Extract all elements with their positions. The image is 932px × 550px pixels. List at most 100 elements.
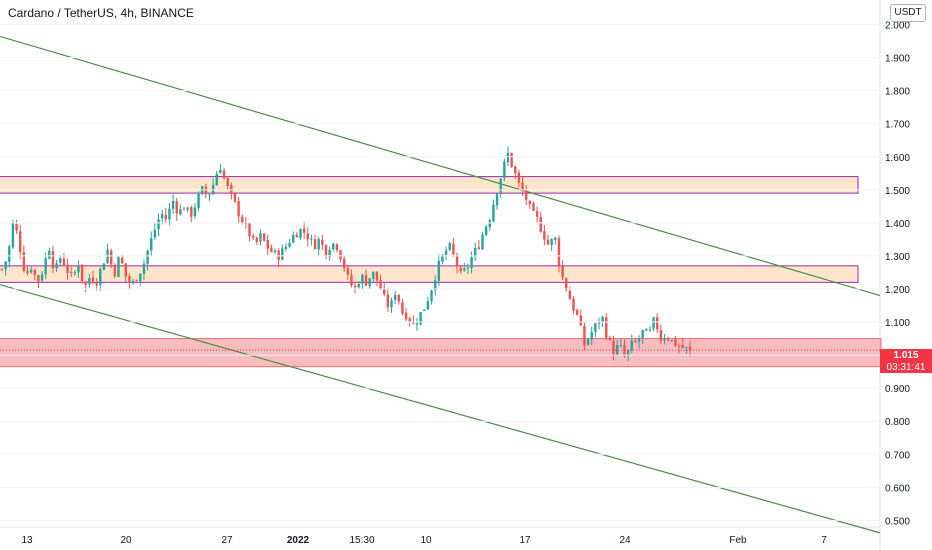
candle-down (539, 217, 542, 232)
candle-up (426, 301, 430, 310)
time-axis[interactable]: 13 20 27 2022 15:30 10 17 24 Feb 7 (21, 535, 827, 546)
candle-down (270, 247, 273, 252)
candle-down (124, 263, 127, 277)
candle-up (495, 193, 499, 206)
candle-up (663, 338, 666, 341)
candle-down (546, 239, 550, 245)
candle-down (666, 339, 670, 341)
symbol-name[interactable]: Cardano / TetherUS (8, 6, 114, 20)
candle-down (241, 216, 244, 224)
currency-unit-button[interactable]: USDT (890, 4, 926, 22)
candle-down (659, 330, 663, 341)
candle-up (597, 322, 601, 324)
candle-down (386, 294, 390, 308)
interval-label[interactable]: 4h (120, 6, 134, 20)
candle-up (368, 278, 371, 287)
candle-down (452, 243, 455, 255)
candle-down (15, 223, 18, 231)
time-tick-label: 24 (619, 535, 631, 546)
candle-up (641, 330, 644, 338)
candle-down (477, 247, 481, 249)
candle-up (328, 249, 331, 257)
candle-down (674, 339, 677, 346)
candle-down (128, 275, 131, 283)
candle-up (11, 223, 15, 248)
candle-down (561, 265, 564, 278)
price-tick-label: 0.800 (885, 417, 910, 428)
candle-down (579, 315, 582, 326)
candle-down (251, 236, 255, 238)
candle-down (113, 264, 117, 277)
candle-up (601, 316, 604, 322)
candle-up (670, 340, 673, 342)
time-tick-label: 10 (420, 535, 432, 546)
candle-down (339, 250, 342, 260)
candle-down (33, 269, 36, 275)
candle-up (73, 272, 77, 274)
candle-down (375, 271, 379, 281)
candle-down (383, 288, 386, 295)
candle-up (48, 250, 51, 259)
candle-up (626, 350, 630, 356)
candle-up (630, 340, 633, 351)
candle-up (433, 280, 437, 291)
price-tick-label: 0.900 (885, 384, 910, 395)
pivot-zone (0, 265, 859, 283)
candle-down (164, 214, 168, 220)
candle-up (288, 242, 291, 247)
candle-down (0, 269, 4, 271)
candle-down (22, 252, 26, 272)
candle-down (688, 346, 692, 351)
candle-down (568, 290, 572, 300)
price-tick-label: 0.600 (885, 483, 910, 494)
candle-up (146, 250, 149, 264)
candle-up (88, 278, 91, 285)
candle-down (335, 244, 339, 251)
candle-down (91, 277, 95, 283)
price-tick-label: 0.500 (885, 516, 910, 527)
candle-down (266, 239, 269, 249)
candle-up (332, 243, 335, 250)
candle-up (77, 265, 80, 273)
candle-up (499, 178, 502, 194)
candle-up (444, 250, 448, 255)
price-tick-label: 1.800 (885, 87, 910, 98)
candle-down (69, 272, 73, 274)
price-tick-label: 0.700 (885, 450, 910, 461)
candle-down (583, 326, 586, 346)
candle-up (488, 220, 491, 228)
candle-up (99, 268, 102, 285)
candle-down (397, 294, 400, 302)
candle-up (492, 204, 495, 222)
price-axis[interactable]: 2.000 1.900 1.800 1.700 1.600 1.500 1.400 1.300… (0, 21, 910, 528)
candle-down (379, 280, 382, 290)
candle-up (284, 246, 288, 250)
candle-down (510, 152, 513, 167)
candle-down (62, 258, 66, 266)
candle-down (524, 190, 528, 200)
candle-up (415, 323, 419, 325)
candle-down (575, 309, 579, 315)
candle-up (463, 268, 466, 271)
candle-up (594, 323, 597, 332)
candle-down (535, 211, 539, 217)
candle-down (204, 186, 208, 195)
candle-down (521, 182, 524, 191)
candle-up (299, 229, 302, 239)
candle-down (51, 251, 55, 269)
candle-up (40, 274, 44, 281)
candle-down (572, 298, 575, 311)
candle-down (342, 258, 346, 269)
candle-down (255, 237, 259, 243)
candle-up (506, 152, 510, 163)
candle-down (37, 275, 40, 282)
candle-down (277, 250, 280, 261)
candle-up (550, 238, 553, 246)
time-tick-label: 15:30 (349, 535, 374, 546)
candle-up (503, 161, 506, 178)
candle-up (179, 209, 182, 215)
candle-down (364, 274, 368, 286)
candle-up (102, 263, 106, 270)
candle-down (110, 250, 113, 265)
